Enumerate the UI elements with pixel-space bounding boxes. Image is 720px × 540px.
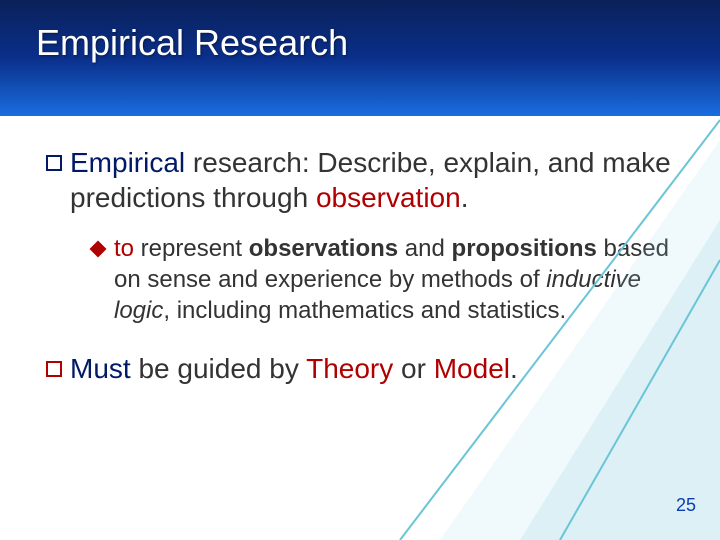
b2-p2: or — [393, 353, 433, 384]
bullet-2-lead: Must — [70, 353, 131, 384]
b2-p1: be guided by — [131, 353, 306, 384]
sub1-bold2: propositions — [452, 235, 597, 262]
b2-tail: . — [510, 353, 518, 384]
bullet-1-text: Empirical research: Describe, explain, a… — [70, 145, 676, 215]
slide: Empirical Research Empirical research: D… — [0, 0, 720, 540]
sub1-p4: , including mathematics and statistics. — [163, 297, 566, 324]
sub1-p1: represent — [134, 235, 249, 262]
diamond-bullet-icon — [90, 241, 107, 258]
sub1-bold1: observations — [249, 235, 398, 262]
square-bullet-icon — [46, 155, 62, 171]
square-bullet-icon — [46, 361, 62, 377]
bullet-2-text: Must be guided by Theory or Model. — [70, 351, 518, 386]
bullet-1-observation: observation — [316, 182, 461, 213]
bullet-1-lead: Empirical — [70, 147, 185, 178]
sub1-p2: and — [398, 235, 451, 262]
b2-model: Model — [434, 353, 510, 384]
slide-title: Empirical Research — [36, 22, 348, 63]
sub-bullet-1: to represent observations and propositio… — [92, 233, 676, 327]
bullet-1: Empirical research: Describe, explain, a… — [46, 145, 676, 215]
bullet-2: Must be guided by Theory or Model. — [46, 351, 676, 386]
content-area: Empirical research: Describe, explain, a… — [46, 145, 676, 404]
title-bar: Empirical Research — [0, 0, 720, 116]
bullet-1-tail: . — [461, 182, 469, 213]
page-number: 25 — [676, 495, 696, 516]
sub1-lead: to — [114, 235, 134, 262]
b2-theory: Theory — [306, 353, 393, 384]
sub-bullet-1-text: to represent observations and propositio… — [114, 233, 676, 327]
